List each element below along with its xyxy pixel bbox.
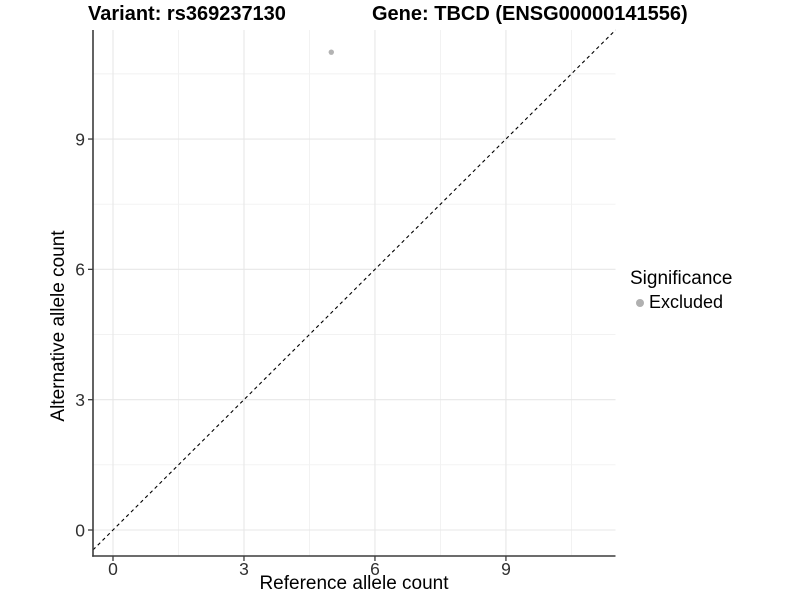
y-axis-title: Alternative allele count [48,230,69,422]
legend-point-icon [636,298,644,307]
y-tick-label: 9 [75,129,85,149]
legend-item-label: Excluded [649,292,724,312]
legend-title: Significance [630,268,733,289]
legend-item-excluded: Excluded [630,292,732,313]
y-tick-label: 0 [75,520,85,540]
x-tick-label: 9 [501,559,511,579]
gene-title: Gene: TBCD (ENSG00000141556) [372,3,688,25]
variant-title: Variant: rs369237130 [88,3,286,25]
y-tick-label: 6 [75,260,85,280]
legend: Significance Excluded [630,267,732,313]
x-tick-label: 0 [108,559,118,579]
x-tick-label: 6 [370,559,380,579]
y-tick-label: 3 [75,390,85,410]
x-axis-title: Reference allele count [259,573,449,594]
x-tick-label: 3 [239,559,249,579]
data-point-excluded [328,49,334,55]
identity-line [92,29,616,551]
